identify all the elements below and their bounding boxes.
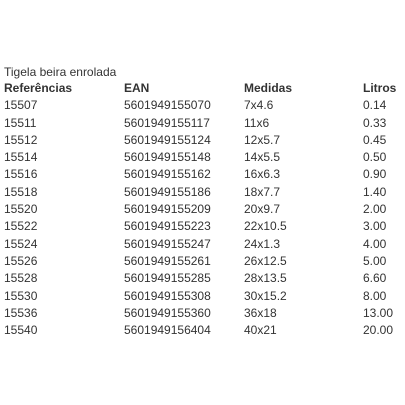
liters-cell: 8.00	[363, 288, 387, 303]
ean-cell: 5601949155308	[124, 288, 211, 303]
reference-cell: 15536	[4, 305, 38, 320]
ean-cell: 5601949155223	[124, 219, 211, 234]
liters-cell: 1.40	[363, 184, 387, 199]
liters-cell: 5.00	[363, 253, 387, 268]
dimensions-cell: 20x9.7	[244, 202, 281, 217]
dimensions-cell: 26x12.5	[244, 253, 287, 268]
ean-cell: 5601949155124	[124, 132, 211, 147]
reference-cell: 15512	[4, 132, 38, 147]
reference-cell: 15507	[4, 98, 38, 113]
table-row: 15518 5601949155186 18x7.7 1.40	[4, 184, 400, 201]
table-header-row: Referências EAN Medidas Litros	[4, 80, 400, 97]
ean-cell: 5601949155247	[124, 236, 211, 251]
dimensions-cell: 40x21	[244, 323, 277, 338]
table-row: 15526 5601949155261 26x12.5 5.00	[4, 253, 400, 270]
reference-cell: 15520	[4, 202, 38, 217]
dimensions-cell: 24x1.3	[244, 236, 281, 251]
dimensions-cell: 7x4.6	[244, 98, 274, 113]
table-row: 15528 5601949155285 28x13.5 6.60	[4, 270, 400, 287]
dimensions-cell: 36x18	[244, 305, 277, 320]
ean-cell: 5601949155261	[124, 253, 211, 268]
table-row: 15512 5601949155124 12x5.7 0.45	[4, 132, 400, 149]
dimensions-cell: 14x5.5	[244, 150, 281, 165]
dimensions-cell: 18x7.7	[244, 184, 281, 199]
reference-cell: 15540	[4, 323, 38, 338]
reference-cell: 15524	[4, 236, 38, 251]
ean-cell: 5601949155162	[124, 167, 211, 182]
table-row: 15507 5601949155070 7x4.6 0.14	[4, 97, 400, 114]
reference-cell: 15511	[4, 115, 37, 130]
liters-cell: 0.50	[363, 150, 387, 165]
dimensions-cell: 30x15.2	[244, 288, 287, 303]
table-row: 15516 5601949155162 16x6.3 0.90	[4, 166, 400, 183]
column-header-ean: EAN	[124, 81, 150, 95]
dimensions-cell: 28x13.5	[244, 271, 287, 286]
column-header-medidas: Medidas	[244, 81, 293, 95]
sheet-title: Tigela beira enrolada	[4, 65, 117, 79]
liters-cell: 4.00	[363, 236, 387, 251]
dimensions-cell: 16x6.3	[244, 167, 281, 182]
liters-cell: 20.00	[363, 323, 394, 338]
ean-cell: 5601949155360	[124, 305, 211, 320]
table-row: 15540 5601949156404 40x21 20.00	[4, 322, 400, 339]
table-row: 15511 5601949155117 11x6 0.33	[4, 115, 400, 132]
product-sheet: Tigela beira enrolada Referências EAN Me…	[4, 65, 400, 339]
table-row: 15514 5601949155148 14x5.5 0.50	[4, 149, 400, 166]
reference-cell: 15526	[4, 253, 38, 268]
dimensions-cell: 22x10.5	[244, 219, 287, 234]
ean-cell: 5601949155285	[124, 271, 211, 286]
table-row: 15522 5601949155223 22x10.5 3.00	[4, 218, 400, 235]
product-table: Referências EAN Medidas Litros 15507 5601…	[4, 80, 400, 339]
ean-cell: 5601949156404	[124, 323, 211, 338]
liters-cell: 2.00	[363, 202, 387, 217]
table-row: 15520 5601949155209 20x9.7 2.00	[4, 201, 400, 218]
reference-cell: 15530	[4, 288, 38, 303]
ean-cell: 5601949155209	[124, 202, 211, 217]
liters-cell: 0.14	[363, 98, 387, 113]
liters-cell: 0.45	[363, 132, 387, 147]
liters-cell: 13.00	[363, 305, 394, 320]
table-row: 15524 5601949155247 24x1.3 4.00	[4, 236, 400, 253]
liters-cell: 3.00	[363, 219, 387, 234]
reference-cell: 15522	[4, 219, 38, 234]
dimensions-cell: 11x6	[244, 115, 270, 130]
column-header-referencias: Referências	[4, 81, 73, 95]
dimensions-cell: 12x5.7	[244, 132, 281, 147]
liters-cell: 0.33	[363, 115, 387, 130]
ean-cell: 5601949155117	[124, 115, 210, 130]
column-header-litros: Litros	[363, 81, 397, 95]
table-row: 15536 5601949155360 36x18 13.00	[4, 305, 400, 322]
reference-cell: 15514	[4, 150, 38, 165]
liters-cell: 6.60	[363, 271, 387, 286]
table-row: 15530 5601949155308 30x15.2 8.00	[4, 288, 400, 305]
ean-cell: 5601949155148	[124, 150, 211, 165]
ean-cell: 5601949155070	[124, 98, 211, 113]
table-body: 15507 5601949155070 7x4.6 0.14 15511 56019491…	[4, 97, 400, 339]
reference-cell: 15518	[4, 184, 38, 199]
liters-cell: 0.90	[363, 167, 387, 182]
ean-cell: 5601949155186	[124, 184, 211, 199]
reference-cell: 15516	[4, 167, 38, 182]
reference-cell: 15528	[4, 271, 38, 286]
